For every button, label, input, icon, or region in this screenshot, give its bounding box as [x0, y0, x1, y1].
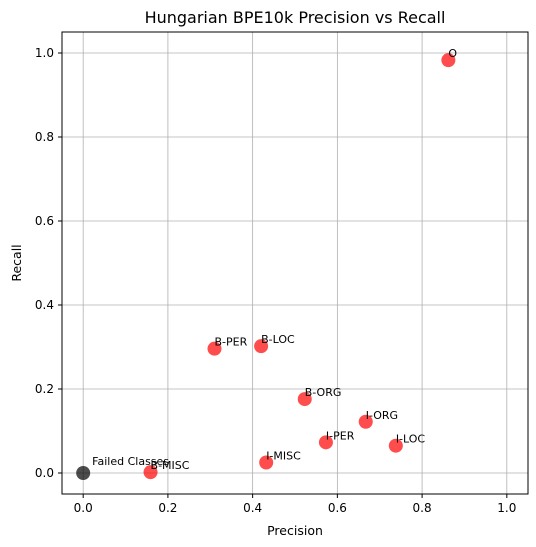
data-point [259, 455, 274, 470]
y-tick-label: 0.8 [35, 130, 54, 144]
point-label: B-PER [215, 336, 248, 349]
point-label: I-LOC [396, 433, 426, 446]
data-point [143, 465, 158, 480]
y-axis-label: Recall [9, 244, 24, 281]
data-point [297, 392, 312, 407]
x-tick-label: 0.6 [328, 501, 347, 515]
data-point [388, 438, 403, 453]
data-point [441, 53, 456, 68]
y-tick-label: 0.6 [35, 214, 54, 228]
x-tick-label: 0.4 [243, 501, 262, 515]
data-point [318, 435, 333, 450]
grid [62, 32, 528, 494]
x-tick-label: 0.0 [74, 501, 93, 515]
point-label: B-ORG [305, 386, 342, 399]
x-tick-label: 0.2 [158, 501, 177, 515]
point-label: I-MISC [266, 450, 301, 463]
y-tick-label: 0.0 [35, 466, 54, 480]
axis-ticks: 0.0 0.2 0.4 0.6 0.8 1.0 0.0 0.2 0.4 0.6 0.8 1.0 [35, 46, 516, 515]
point-labels: O B-PER B-LOC B-ORG I-ORG I-PER I-LOC I-MISC B-M… [92, 47, 457, 472]
data-point [358, 414, 373, 429]
x-tick-label: 1.0 [497, 501, 516, 515]
data-points [76, 53, 456, 480]
data-point [254, 339, 269, 354]
data-point [207, 341, 222, 356]
plot-frame [61, 31, 529, 495]
point-label: B-MISC [151, 459, 190, 472]
chart-title: Hungarian BPE10k Precision vs Recall [145, 8, 446, 27]
point-label: B-LOC [261, 333, 295, 346]
point-label: Failed Classes [92, 455, 169, 468]
y-tick-label: 1.0 [35, 46, 54, 60]
point-label: I-PER [326, 429, 355, 442]
x-axis-label: Precision [267, 523, 323, 538]
data-point [76, 466, 91, 480]
y-tick-label: 0.4 [35, 298, 54, 312]
point-label: O [448, 47, 457, 60]
x-tick-label: 0.8 [413, 501, 432, 515]
point-label: I-ORG [366, 409, 398, 422]
y-tick-label: 0.2 [35, 382, 54, 396]
